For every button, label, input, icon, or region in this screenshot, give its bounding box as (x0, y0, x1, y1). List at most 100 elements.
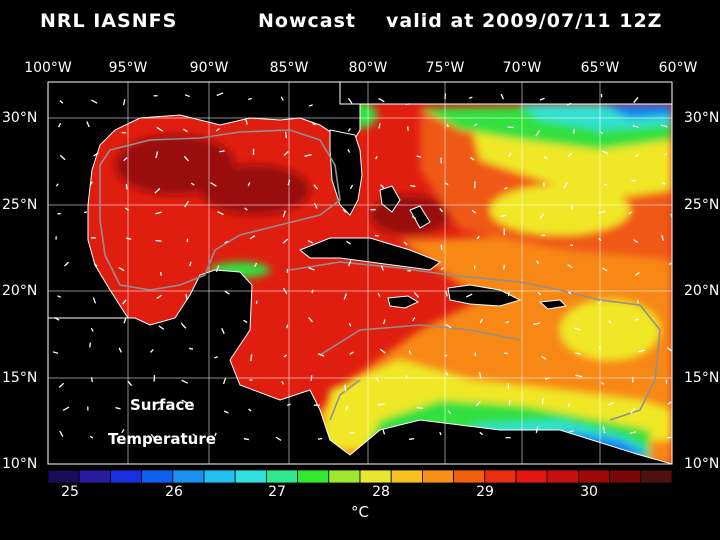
current-vector (446, 124, 449, 128)
current-vector (636, 299, 639, 304)
current-vector (443, 354, 448, 357)
current-vector (375, 376, 380, 382)
current-vector (310, 375, 313, 381)
current-vector (440, 157, 443, 164)
lat-label-25n-left: 25°N (2, 197, 38, 213)
current-vector (539, 213, 545, 219)
current-vector (282, 287, 288, 295)
central-america-landmass (48, 269, 672, 464)
puerto-rico-island (538, 299, 568, 310)
current-vector (508, 399, 511, 406)
current-vector (89, 342, 91, 348)
current-vector (219, 150, 225, 153)
current-vector (439, 208, 443, 213)
current-vector (444, 182, 449, 186)
current-vector (500, 93, 505, 100)
current-vector (156, 294, 163, 300)
current-vector (501, 214, 507, 218)
current-vector (479, 318, 483, 324)
current-vector (214, 432, 217, 437)
current-vector (192, 433, 196, 437)
bahamas-islands-south (409, 205, 431, 229)
current-vector (91, 99, 98, 104)
current-vector (628, 211, 633, 215)
current-vector (124, 207, 130, 211)
current-vector (544, 377, 551, 380)
lon-label-70w: 70°W (502, 60, 542, 76)
current-vector (378, 97, 385, 103)
current-vector (308, 104, 313, 107)
current-vector (158, 325, 165, 330)
current-vector (284, 131, 288, 139)
current-vector (673, 327, 677, 329)
current-vector (380, 184, 385, 189)
current-vector (89, 435, 94, 439)
current-vector (379, 348, 386, 354)
valid-time: valid at 2009/07/11 12Z (386, 10, 663, 32)
current-vector (223, 410, 229, 414)
current-vector (216, 92, 224, 97)
current-vector (380, 265, 384, 271)
caribbean-yellow-patch (560, 300, 660, 360)
current-vector (533, 322, 541, 326)
current-vector (378, 403, 385, 406)
current-vector (59, 100, 64, 104)
current-vector (535, 426, 539, 433)
current-vector (634, 272, 640, 276)
current-vector (342, 208, 347, 213)
current-vector (308, 267, 315, 271)
current-vector (127, 380, 133, 387)
current-vector (283, 150, 289, 156)
current-vector (445, 323, 452, 329)
current-vector (574, 327, 581, 331)
current-vector (154, 187, 161, 194)
current-vector (413, 292, 419, 298)
current-vector (244, 207, 248, 211)
current-vector (382, 319, 386, 325)
current-vector (57, 122, 62, 128)
current-vector (89, 181, 93, 186)
current-vector (405, 103, 410, 106)
current-vector (317, 353, 325, 357)
colorbar-tick-25: 25 (61, 484, 79, 500)
current-vector (115, 406, 121, 410)
colorbar-tick-28: 28 (372, 484, 390, 500)
model-title: NRL IASNFS (40, 10, 178, 32)
current-vector (347, 127, 351, 132)
current-vector (416, 406, 424, 410)
lat-label-20n-right: 20°N (684, 283, 720, 299)
current-vector (411, 215, 417, 220)
lon-label-95w: 95°W (108, 60, 148, 76)
current-vector (410, 184, 416, 188)
current-vector (408, 438, 415, 441)
current-vector (83, 211, 88, 214)
lon-label-75w: 75°W (425, 60, 465, 76)
current-vector (479, 431, 484, 436)
current-vector (155, 211, 162, 215)
current-vector (248, 97, 252, 101)
current-vector (183, 155, 189, 162)
current-vector (603, 183, 608, 186)
current-vector (412, 316, 416, 322)
current-vector (93, 152, 99, 157)
current-vector (439, 431, 442, 436)
current-vector (567, 402, 571, 408)
lon-label-90w: 90°W (189, 60, 229, 76)
current-vector (633, 239, 639, 244)
current-vector (126, 237, 132, 240)
current-vector (118, 266, 125, 272)
current-vector (59, 430, 64, 437)
current-vector (598, 346, 601, 350)
current-vector (55, 183, 59, 187)
current-vector (118, 347, 122, 353)
current-vector (344, 384, 347, 392)
current-vector (469, 156, 475, 161)
current-vector (62, 406, 70, 411)
current-vector (601, 382, 605, 385)
current-vector (635, 154, 639, 158)
current-vector (281, 381, 285, 385)
current-vector (575, 352, 581, 355)
current-vector (155, 239, 162, 242)
current-vector (345, 405, 349, 412)
